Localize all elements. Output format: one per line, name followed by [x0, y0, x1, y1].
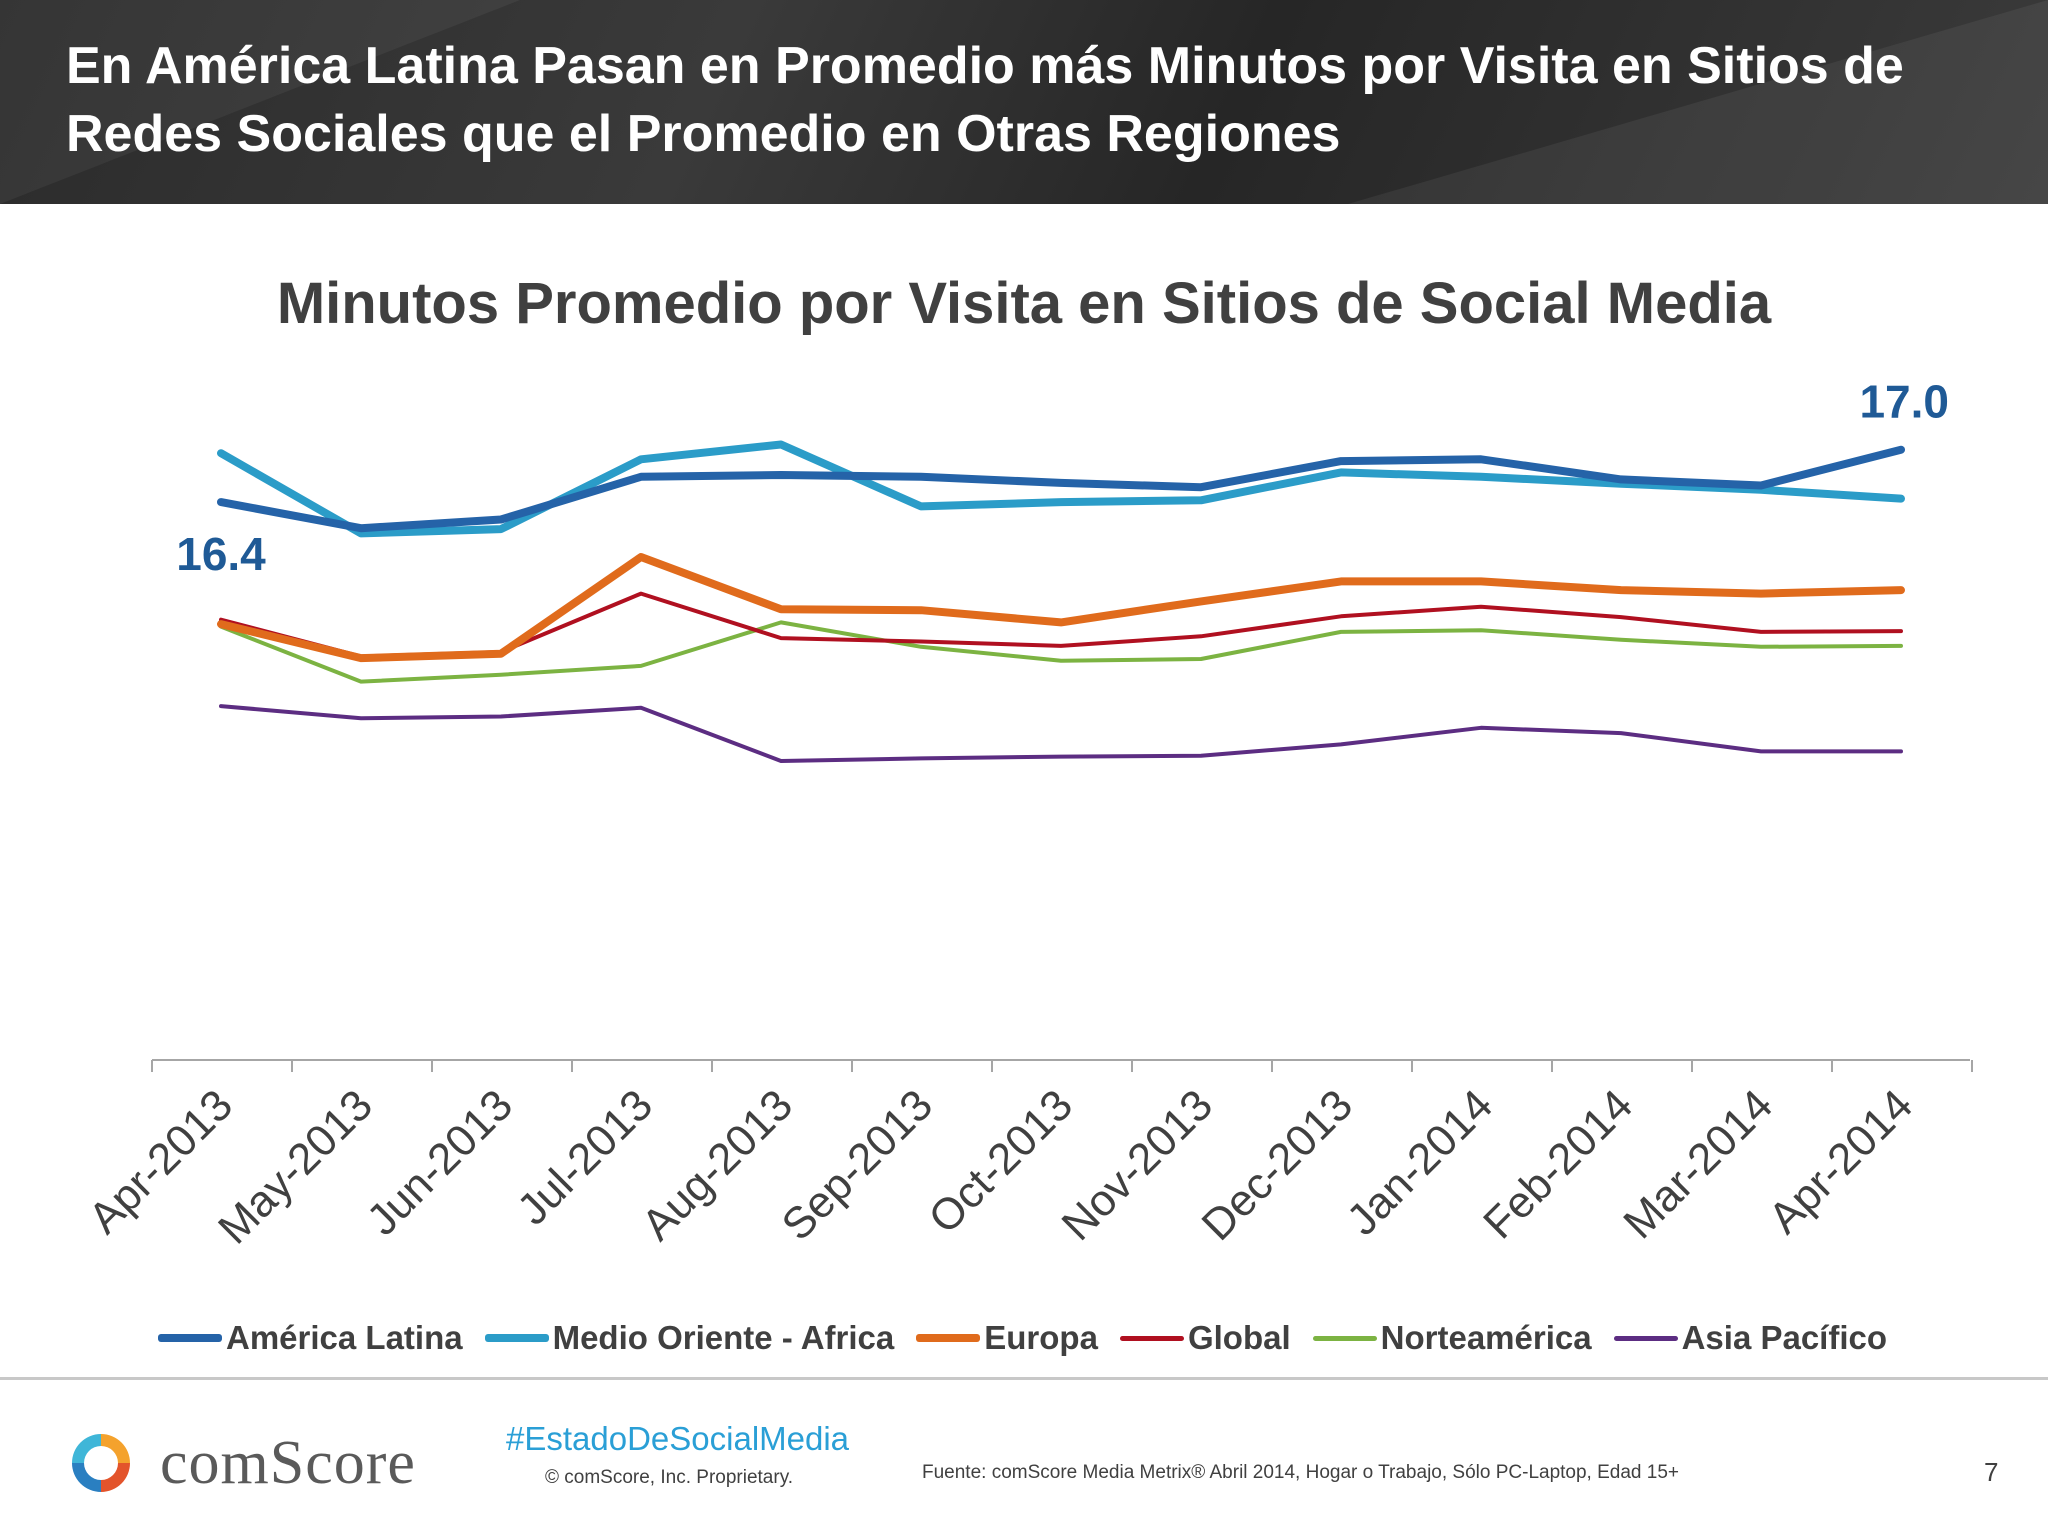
x-tick-label: Jun-2013	[358, 1080, 522, 1244]
x-tick-label: Jan-2014	[1338, 1080, 1502, 1244]
series-line-europa	[217, 553, 1905, 663]
x-tick-label: Mar-2014	[1614, 1080, 1782, 1248]
legend-swatch	[916, 1334, 981, 1342]
legend-swatch	[1119, 1335, 1184, 1341]
legend-item: Norteamérica	[1312, 1319, 1592, 1357]
x-tick-label: Sep-2013	[772, 1080, 942, 1250]
series-line-medio-oriente-africa	[217, 440, 1905, 538]
data-label: 17.0	[1859, 376, 1949, 428]
x-tick-label: Aug-2013	[632, 1080, 802, 1250]
legend-label: Norteamérica	[1380, 1319, 1592, 1356]
x-tick-label: Dec-2013	[1193, 1080, 1363, 1250]
legend-item: Europa	[916, 1319, 1098, 1357]
line-chart: Apr-2013May-2013Jun-2013Jul-2013Aug-2013…	[79, 376, 1973, 1253]
legend-item: Asia Pacífico	[1613, 1319, 1888, 1357]
legend-label: Global	[1187, 1319, 1291, 1356]
data-label: 16.4	[176, 528, 266, 580]
legend-swatch	[158, 1334, 222, 1342]
slide-footer	[0, 1380, 2048, 1536]
legend-label: Asia Pacífico	[1681, 1319, 1888, 1356]
legend-item: Medio Oriente - Africa	[484, 1319, 895, 1357]
page-number: 7	[1984, 1457, 1999, 1487]
x-tick-label: Apr-2014	[1759, 1080, 1922, 1243]
chart-legend: América Latina Medio Oriente - Africa Euro…	[158, 1316, 1958, 1360]
hashtag[interactable]: #EstadoDeSocialMedia	[506, 1420, 850, 1457]
slide-title: En América Latina Pasan en Promedio más …	[66, 37, 1904, 163]
legend-label: Medio Oriente - Africa	[552, 1319, 895, 1356]
legend-label: América Latina	[226, 1319, 463, 1356]
source-note: Fuente: comScore Media Metrix® Abril 201…	[922, 1462, 1679, 1483]
legend-swatch	[1312, 1335, 1377, 1341]
legend-label: Europa	[984, 1319, 1098, 1356]
legend-swatch	[1613, 1335, 1678, 1341]
legend-item: América Latina	[158, 1319, 463, 1357]
comscore-logo-text: comScore	[160, 1429, 416, 1497]
legend-swatch	[484, 1334, 549, 1342]
footer-divider	[0, 1377, 2048, 1380]
x-tick-label: Feb-2014	[1474, 1080, 1642, 1248]
legend-item: Global	[1119, 1319, 1291, 1357]
header-decoration	[0, 0, 520, 204]
copyright-text: © comScore, Inc. Proprietary.	[545, 1467, 794, 1488]
chart-title: Minutos Promedio por Visita en Sitios de…	[276, 271, 1772, 336]
series-line-asia-pac-fico	[219, 704, 1903, 763]
series-line-norteam-rica	[219, 620, 1903, 684]
x-tick-label: Nov-2013	[1053, 1080, 1223, 1250]
x-tick-label: May-2013	[209, 1080, 382, 1253]
series-line-am-rica-latina	[217, 445, 1905, 533]
slide-header: En América Latina Pasan en Promedio más …	[0, 0, 2048, 204]
comscore-logo-icon	[72, 1434, 130, 1492]
header-decoration	[1348, 0, 2048, 204]
